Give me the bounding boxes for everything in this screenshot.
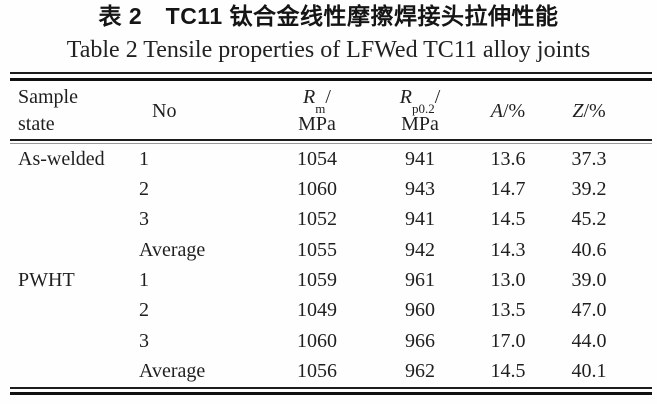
header-a-percent: A/% bbox=[463, 84, 553, 139]
cell-a: 13.6 bbox=[490, 147, 526, 170]
cell-rp02: 941 bbox=[405, 147, 435, 170]
table-header-rule bbox=[10, 139, 652, 141]
cell-rm: 1060 bbox=[297, 178, 337, 201]
table-body: As-welded 1 1054 941 13.6 37.3 2 1060 94… bbox=[10, 144, 652, 387]
table-title-zh: 表 2 TC11 钛合金线性摩擦焊接头拉伸性能 bbox=[98, 3, 559, 29]
cell-state bbox=[10, 357, 139, 387]
cell-a: 14.5 bbox=[490, 360, 526, 383]
cell-no: 3 bbox=[139, 329, 149, 352]
rp02-slash: / bbox=[434, 86, 441, 108]
rm-subscript: m bbox=[315, 101, 326, 116]
rp02-symbol: R bbox=[399, 86, 412, 108]
cell-a: 17.0 bbox=[490, 329, 526, 352]
table-bottom-rule-thick bbox=[10, 392, 652, 395]
header-sample-state-line1: Sample bbox=[18, 86, 78, 108]
header-rm-line1: Rm/ bbox=[257, 85, 377, 115]
table-header-row: Sample state No Rm/ MPa Rp0.2/ MPa A/% Z… bbox=[10, 84, 652, 139]
cell-rp02: 943 bbox=[405, 178, 435, 201]
cell-rm: 1052 bbox=[297, 208, 337, 231]
header-rm: Rm/ MPa bbox=[257, 84, 377, 139]
cell-state bbox=[10, 235, 139, 265]
cell-state bbox=[10, 296, 139, 326]
cell-z: 37.3 bbox=[571, 147, 607, 170]
cell-rm: 1054 bbox=[297, 147, 337, 170]
cell-no: 1 bbox=[139, 269, 149, 292]
header-rp02-line1: Rp0.2/ bbox=[377, 85, 463, 115]
cell-state: As-welded bbox=[18, 147, 105, 170]
cell-z: 47.0 bbox=[571, 299, 607, 322]
cell-a: 14.3 bbox=[490, 238, 526, 261]
cell-z: 39.2 bbox=[571, 178, 607, 201]
cell-z: 45.2 bbox=[571, 208, 607, 231]
cell-rm: 1055 bbox=[297, 238, 337, 261]
cell-rp02: 961 bbox=[405, 269, 435, 292]
header-no: No bbox=[139, 84, 257, 139]
cell-no: Average bbox=[139, 238, 206, 261]
header-z-label: Z/% bbox=[553, 99, 625, 124]
cell-rp02: 942 bbox=[405, 238, 435, 261]
cell-state bbox=[10, 326, 139, 356]
cell-z: 44.0 bbox=[571, 329, 607, 352]
header-a-label: A/% bbox=[463, 99, 553, 124]
cell-z: 40.1 bbox=[571, 360, 607, 383]
cell-no: 2 bbox=[139, 178, 149, 201]
cell-a: 13.0 bbox=[490, 269, 526, 292]
cell-rp02: 941 bbox=[405, 208, 435, 231]
cell-z: 40.6 bbox=[571, 238, 607, 261]
header-sample-state-line2: state bbox=[18, 113, 55, 135]
cell-no: 3 bbox=[139, 208, 149, 231]
header-z-percent: Z/% bbox=[553, 84, 625, 139]
a-symbol: A bbox=[490, 99, 503, 122]
header-rm-unit: MPa bbox=[298, 113, 336, 135]
cell-rm: 1059 bbox=[297, 269, 337, 292]
rp02-subscript: p0.2 bbox=[411, 101, 435, 116]
cell-a: 13.5 bbox=[490, 299, 526, 322]
cell-rp02: 966 bbox=[405, 329, 435, 352]
header-rp02: Rp0.2/ MPa bbox=[377, 84, 463, 139]
cell-state: PWHT bbox=[18, 269, 75, 292]
header-sample-state: Sample state bbox=[10, 84, 139, 139]
a-rest: /% bbox=[503, 99, 526, 122]
table-top-rule-thin bbox=[10, 72, 652, 74]
table-bottom-rule-thin bbox=[10, 387, 652, 389]
cell-state bbox=[10, 174, 139, 204]
z-rest: /% bbox=[583, 99, 606, 122]
header-no-label: No bbox=[152, 99, 177, 122]
table-top-rule-thick bbox=[10, 78, 652, 81]
cell-no: 1 bbox=[139, 147, 149, 170]
cell-rp02: 962 bbox=[405, 360, 435, 383]
header-rp02-unit: MPa bbox=[401, 113, 439, 135]
cell-rp02: 960 bbox=[405, 299, 435, 322]
z-symbol: Z bbox=[572, 99, 584, 122]
cell-rm: 1049 bbox=[297, 299, 337, 322]
cell-rm: 1056 bbox=[297, 360, 337, 383]
cell-a: 14.7 bbox=[490, 178, 526, 201]
table-header-rule-faint bbox=[10, 143, 652, 144]
cell-no: Average bbox=[139, 360, 206, 383]
rm-slash: / bbox=[325, 86, 331, 108]
table-title-en: Table 2 Tensile properties of LFWed TC11… bbox=[66, 37, 591, 63]
cell-rm: 1060 bbox=[297, 329, 337, 352]
rm-symbol: R bbox=[303, 86, 316, 108]
cell-z: 39.0 bbox=[571, 269, 607, 292]
cell-no: 2 bbox=[139, 299, 149, 322]
cell-a: 14.5 bbox=[490, 208, 526, 231]
cell-state bbox=[10, 205, 139, 235]
